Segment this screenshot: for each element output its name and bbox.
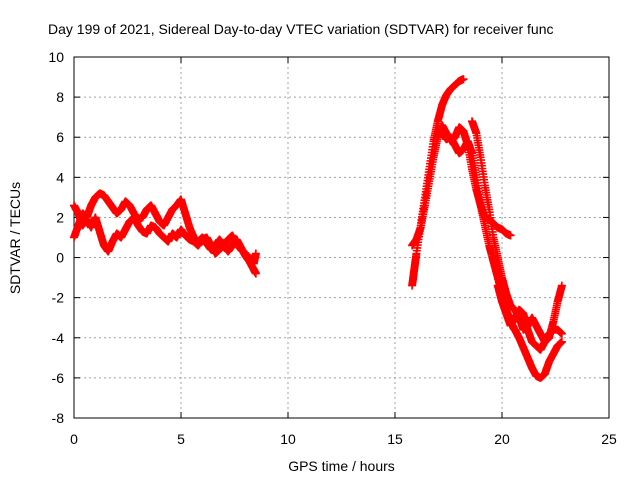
y-tick-label: -6 [52,370,65,386]
y-tick-label: 8 [56,89,64,105]
x-tick-label: 0 [70,431,78,447]
y-tick-label: 10 [48,49,64,65]
y-tick-label: 0 [56,250,64,266]
x-axis-label: GPS time / hours [288,458,395,474]
y-axis-label: SDTVAR / TECUs [7,182,23,294]
series-segment-2 [70,201,260,268]
x-tick-label: 15 [387,431,403,447]
y-tick-label: 2 [56,209,64,225]
series-segment-4 [408,121,515,250]
x-tick-label: 10 [280,431,296,447]
y-tick-label: -4 [52,330,65,346]
plus-markers [408,75,468,290]
data-points [70,75,566,382]
plus-markers [468,117,566,346]
y-tick-label: -8 [52,410,65,426]
y-tick-label: 4 [56,169,64,185]
x-tick-label: 20 [494,431,510,447]
x-tick-label: 5 [177,431,185,447]
series-segment-3 [408,75,468,290]
y-tick-label: 6 [56,129,64,145]
y-tick-label: -2 [52,290,65,306]
plus-markers [493,281,566,354]
x-tick-label: 25 [601,431,617,447]
axis-ticks: 0 5 10 15 20 25 -8 -6 -4 -2 0 2 4 6 8 10 [48,49,617,447]
chart-title: Day 199 of 2021, Sidereal Day-to-day VTE… [48,21,554,37]
plus-markers [70,201,260,268]
plus-markers [408,121,515,250]
series-segment-6 [468,117,566,346]
series-segment-7 [493,281,566,354]
